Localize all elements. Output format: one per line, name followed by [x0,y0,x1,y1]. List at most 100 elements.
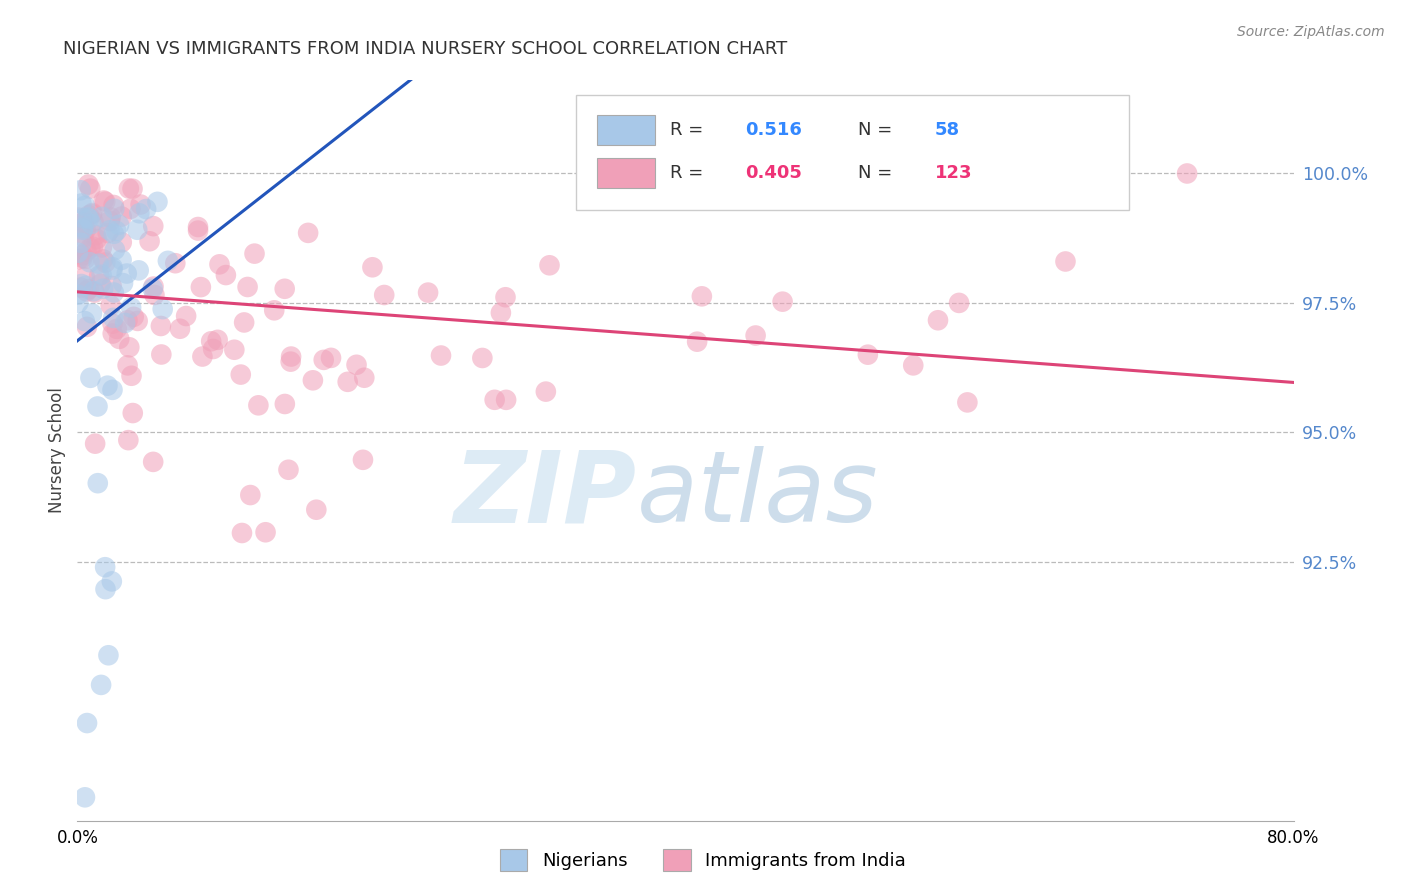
Point [202,342,225,356]
Point [128,206,150,220]
Point [146,194,169,209]
Point [117,313,139,327]
Point [97,226,120,240]
Point [100,211,122,225]
Point [103,310,125,325]
Point [84,436,107,450]
Point [346,358,368,372]
Point [66,245,89,260]
Point [353,370,375,384]
Point [73,790,96,805]
Point [75,278,97,293]
Point [187,224,209,238]
Point [86,400,108,414]
Point [90,268,112,282]
Point [77,178,100,192]
Point [118,181,141,195]
Point [72,223,94,237]
Text: 0.516: 0.516 [745,121,801,139]
FancyBboxPatch shape [596,158,655,187]
Point [142,279,165,293]
Point [83,285,105,300]
Point [101,317,124,331]
Point [94,255,117,269]
Point [165,256,187,270]
Point [75,223,97,237]
Text: N =: N = [858,121,898,139]
Text: Source: ZipAtlas.com: Source: ZipAtlas.com [1237,25,1385,39]
Point [101,383,124,397]
Point [152,302,174,317]
Point [121,182,143,196]
Point [94,194,117,209]
Point [231,526,253,541]
Point [98,214,121,228]
Point [361,260,384,275]
Point [103,198,125,212]
Point [79,181,101,195]
Point [239,488,262,502]
Point [79,371,101,385]
FancyBboxPatch shape [576,95,1129,210]
Point [690,289,713,303]
Point [77,211,100,226]
Point [149,318,172,333]
Point [72,220,94,235]
Point [96,378,118,392]
Point [89,268,111,283]
Point [110,252,132,267]
Point [103,202,125,216]
Point [103,227,125,241]
Point [104,243,127,257]
Text: NIGERIAN VS IMMIGRANTS FROM INDIA NURSERY SCHOOL CORRELATION CHART: NIGERIAN VS IMMIGRANTS FROM INDIA NURSER… [63,40,787,58]
Point [143,288,166,302]
Point [101,262,124,277]
Point [67,295,90,310]
Point [856,348,879,362]
Point [86,232,108,246]
Point [115,267,138,281]
Y-axis label: Nursery School: Nursery School [48,387,66,514]
Point [336,375,359,389]
Point [79,241,101,255]
Point [67,211,90,225]
Text: N =: N = [858,164,898,182]
Point [93,194,115,208]
Point [66,287,89,301]
Point [233,315,256,329]
Point [274,397,297,411]
Text: 123: 123 [935,164,972,182]
Point [73,314,96,328]
Point [352,452,374,467]
Point [76,285,98,299]
Point [94,582,117,597]
Point [76,244,98,259]
Point [956,395,979,409]
Point [120,202,142,216]
Text: R =: R = [669,164,709,182]
Point [120,301,142,315]
Point [277,463,299,477]
Point [91,282,114,296]
Point [103,285,125,300]
Point [142,455,165,469]
Point [82,240,104,254]
Point [187,220,209,235]
Point [117,359,139,373]
Point [90,678,112,692]
Point [135,202,157,216]
Point [200,334,222,349]
Point [150,347,173,361]
Point [82,214,104,228]
Point [90,210,112,224]
FancyBboxPatch shape [596,115,655,145]
Point [495,290,517,304]
Point [280,354,302,368]
Text: atlas: atlas [637,446,879,543]
Point [69,183,91,197]
Point [319,351,342,365]
Point [744,328,766,343]
Point [229,368,252,382]
Point [169,322,191,336]
Point [72,230,94,244]
